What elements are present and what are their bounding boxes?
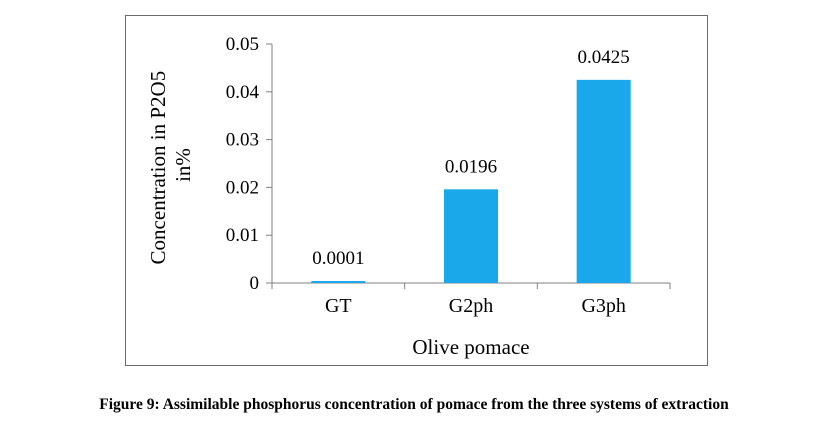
y-tick-label: 0.02 [226, 177, 259, 198]
y-tick-label: 0.04 [226, 82, 260, 103]
x-axis: GT G2ph G3ph [271, 282, 671, 317]
bar-g2ph [444, 189, 498, 283]
figure-frame [125, 15, 708, 366]
y-tick-label: 0.05 [226, 34, 259, 55]
bar-gt [311, 281, 366, 283]
y-tick-label: 0.01 [226, 225, 259, 246]
y-tick-label: 0 [250, 273, 260, 294]
data-label-gt: 0.0001 [312, 248, 364, 269]
bar-g3ph [576, 79, 631, 283]
data-label-g2ph: 0.0196 [445, 156, 497, 177]
y-axis-title-line-1: Concentration in P2O5 [146, 71, 170, 265]
category-label-gt: GT [325, 295, 352, 317]
category-label-g3ph: G3ph [581, 295, 625, 317]
y-axis-title-line-2: in% [171, 148, 195, 182]
data-label-g3ph: 0.0425 [578, 47, 630, 68]
y-axis: 0 0.01 0.02 0.03 0.04 0.05 [226, 34, 273, 294]
figure-caption: Figure 9: Assimilable phosphorus concent… [99, 396, 729, 413]
bars [311, 79, 631, 283]
data-labels: 0.0001 0.0196 0.0425 [312, 47, 630, 269]
y-tick-label: 0.03 [226, 130, 259, 151]
y-axis-title: Concentration in P2O5 in% [146, 66, 195, 265]
x-axis-title: Olive pomace [412, 335, 529, 359]
category-label-g2ph: G2ph [449, 295, 493, 317]
